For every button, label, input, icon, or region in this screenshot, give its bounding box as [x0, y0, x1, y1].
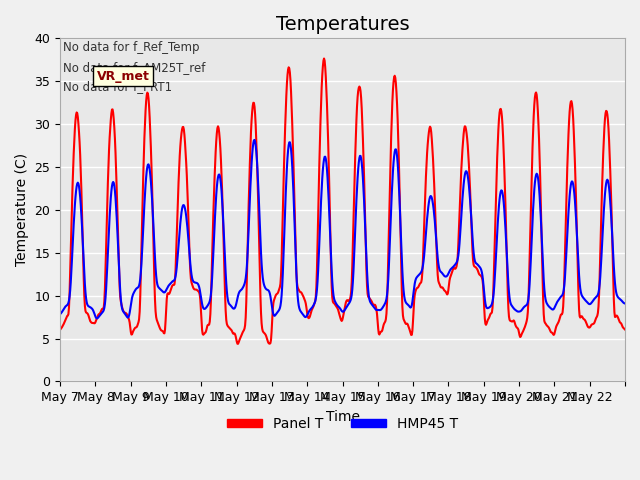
Panel T [291, 229, 299, 235]
HMP45 T [93, 315, 100, 321]
HMP45 T [292, 254, 300, 260]
Panel T [161, 327, 169, 333]
X-axis label: Time: Time [326, 410, 360, 424]
HMP45 T [56, 311, 64, 317]
HMP45 T [162, 288, 170, 294]
Y-axis label: Temperature (C): Temperature (C) [15, 153, 29, 266]
Panel T [320, 56, 328, 61]
Text: No data for f_AM25T_ref: No data for f_AM25T_ref [63, 60, 205, 73]
Text: No data for f_PRT1: No data for f_PRT1 [63, 80, 172, 93]
HMP45 T [603, 178, 611, 183]
Legend: Panel T, HMP45 T: Panel T, HMP45 T [221, 411, 463, 436]
Panel T [390, 74, 398, 80]
Line: HMP45 T: HMP45 T [60, 140, 625, 318]
Panel T [234, 341, 242, 347]
HMP45 T [83, 301, 91, 307]
Panel T [621, 327, 629, 333]
Text: No data for f_Ref_Temp: No data for f_Ref_Temp [63, 41, 200, 54]
HMP45 T [390, 154, 398, 159]
Panel T [56, 327, 64, 333]
Panel T [594, 310, 602, 316]
Panel T [83, 311, 91, 316]
Line: Panel T: Panel T [60, 59, 625, 344]
HMP45 T [251, 137, 259, 143]
HMP45 T [594, 292, 602, 298]
Panel T [603, 108, 611, 114]
Title: Temperatures: Temperatures [276, 15, 410, 34]
Text: VR_met: VR_met [97, 70, 150, 83]
HMP45 T [621, 300, 629, 306]
